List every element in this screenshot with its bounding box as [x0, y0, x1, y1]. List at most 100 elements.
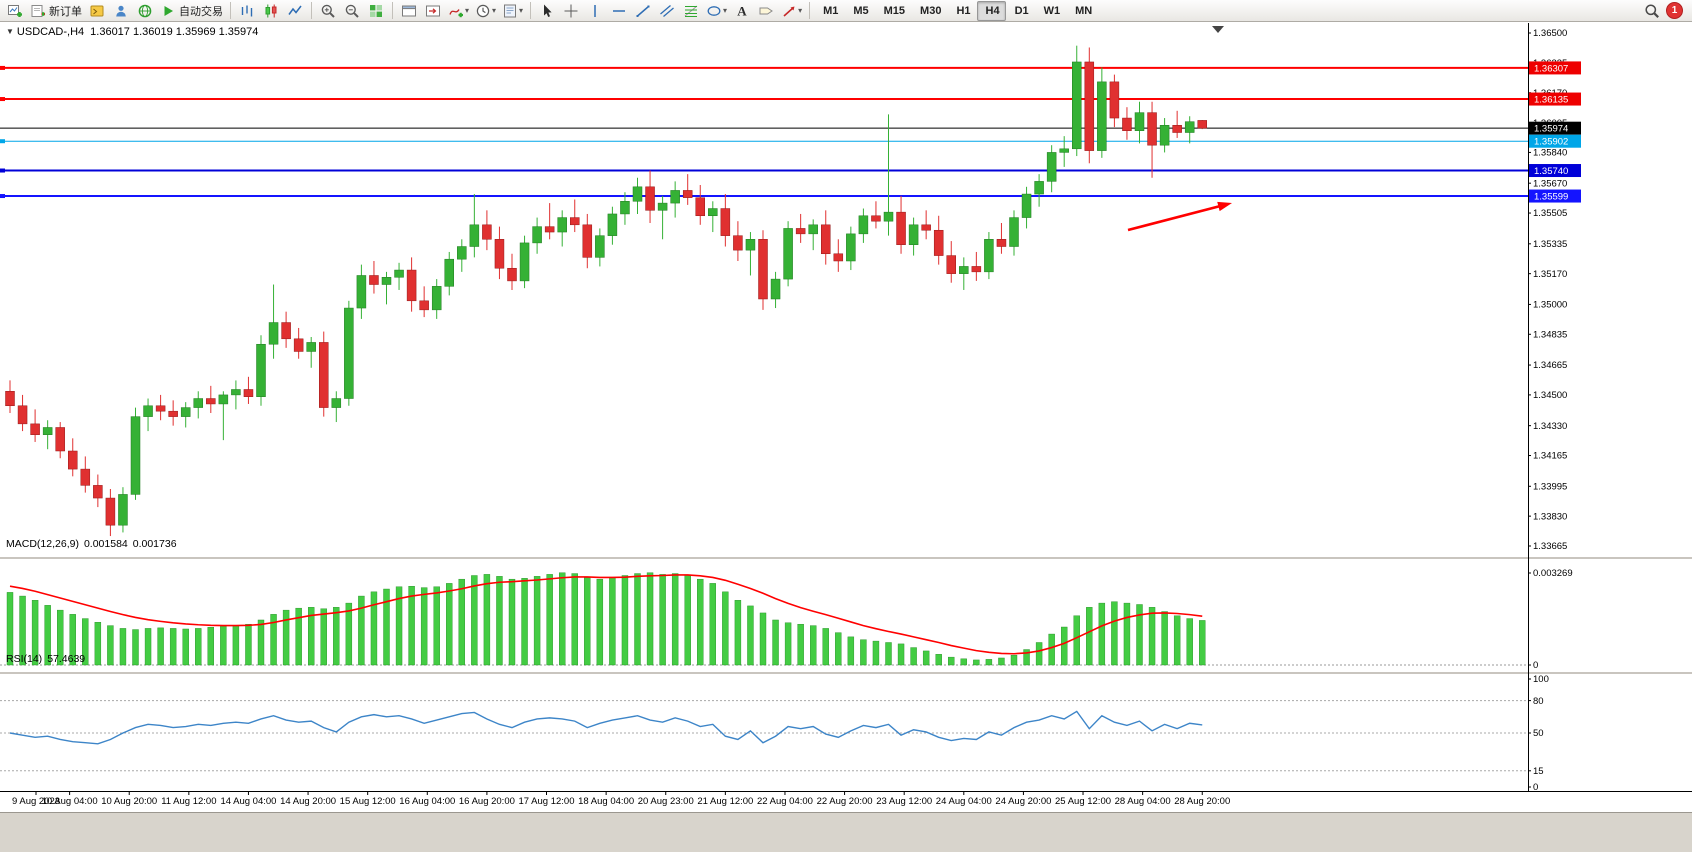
bar-chart-mode-button[interactable] — [235, 1, 259, 21]
caret-down-icon: ▾ — [798, 6, 803, 15]
svg-text:11 Aug 12:00: 11 Aug 12:00 — [161, 796, 216, 807]
new-order-button[interactable]: 新订单 — [27, 1, 85, 21]
vertical-line-tool-button[interactable] — [583, 1, 607, 21]
svg-text:18 Aug 04:00: 18 Aug 04:00 — [578, 796, 634, 807]
vline-icon — [587, 3, 603, 19]
svg-text:80: 80 — [1533, 696, 1544, 707]
tf-w1-label: W1 — [1043, 4, 1061, 17]
chart-shift-button[interactable] — [421, 1, 445, 21]
tf-m15-button[interactable]: M15 — [875, 1, 911, 21]
fibonacci-tool-button[interactable] — [679, 1, 703, 21]
crosshair-tool-button[interactable] — [559, 1, 583, 21]
line-chart-mode-button[interactable] — [283, 1, 307, 21]
editor-icon — [89, 3, 105, 19]
hline-1.35902[interactable] — [0, 139, 1528, 144]
tf-h1-button[interactable]: H1 — [947, 1, 976, 21]
trend-icon — [635, 3, 651, 19]
tf-h4-label: H4 — [985, 4, 1000, 17]
svg-text:9 Aug 2023: 9 Aug 2023 — [12, 796, 60, 807]
svg-text:1.34500: 1.34500 — [1533, 390, 1567, 401]
svg-text:1.34330: 1.34330 — [1533, 421, 1567, 432]
panel-separator[interactable] — [0, 557, 1692, 559]
price-badges: 1.36307 1.36135 1.35974 1.35902 1.35740 1.355… — [1529, 61, 1581, 203]
templates-button[interactable]: ▾ — [499, 1, 526, 21]
zoom-in-button[interactable] — [316, 1, 340, 21]
tf-d1-button[interactable]: D1 — [1006, 1, 1035, 21]
hline-1.35599[interactable] — [0, 194, 1528, 199]
svg-text:15: 15 — [1533, 766, 1544, 777]
svg-text:14 Aug 20:00: 14 Aug 20:00 — [280, 796, 336, 807]
svg-text:21 Aug 12:00: 21 Aug 12:00 — [697, 796, 753, 807]
chart-ohlc-values: 1.36017 1.36019 1.35969 1.35974 — [90, 26, 259, 38]
svg-text:1.34835: 1.34835 — [1533, 329, 1567, 340]
notification-badge[interactable]: 1 — [1666, 2, 1683, 19]
tile-windows-button[interactable] — [364, 1, 388, 21]
toolbar-separator — [809, 2, 811, 19]
strategy-navigator-button[interactable] — [133, 1, 157, 21]
shapes-tool-button[interactable]: ▾ — [703, 1, 730, 21]
chart-background — [0, 23, 1692, 812]
zoom-out-button[interactable] — [340, 1, 364, 21]
rsi-panel: 100 80 50 15 0 — [0, 674, 1549, 793]
trendline-tool-button[interactable] — [631, 1, 655, 21]
svg-text:1.36135: 1.36135 — [1534, 94, 1568, 105]
grid-icon — [368, 3, 384, 19]
cursor-tool-button[interactable] — [535, 1, 559, 21]
tf-h4-button[interactable]: H4 — [976, 0, 1006, 21]
svg-text:100: 100 — [1533, 674, 1549, 685]
hline-1.36135[interactable] — [0, 97, 1528, 102]
text-tool-button[interactable]: A — [730, 1, 754, 21]
hline-1.36307[interactable] — [0, 65, 1528, 70]
crosshair-icon — [563, 3, 579, 19]
panel-separator[interactable] — [0, 672, 1692, 674]
svg-text:0: 0 — [1533, 660, 1538, 671]
periods-list-button[interactable]: ▾ — [472, 1, 499, 21]
tf-m30-button[interactable]: M30 — [911, 1, 947, 21]
shapes-icon — [706, 3, 722, 19]
svg-text:24 Aug 04:00: 24 Aug 04:00 — [936, 796, 992, 807]
polyline-icon — [287, 3, 303, 19]
candlestick-chart-mode-button[interactable] — [259, 1, 283, 21]
new-chart-button[interactable] — [3, 1, 27, 21]
auto-scroll-button[interactable] — [397, 1, 421, 21]
toolbar-separator — [392, 2, 393, 19]
play-icon — [160, 3, 176, 19]
trend-arrow-annotation[interactable] — [1127, 201, 1232, 232]
bars-icon — [239, 3, 255, 19]
tf-w1-button[interactable]: W1 — [1035, 1, 1067, 21]
search-button[interactable] — [1640, 1, 1664, 21]
tf-m1-button[interactable]: M1 — [814, 1, 844, 21]
main-toolbar: 新订单 自动交易 ▾ ▾ ▾ ▾ A ▾ M1 M5 M15 M30 H1 H4 D1 W1 MN 1 — [0, 0, 1692, 22]
chart-plus-icon — [7, 3, 23, 19]
label-tool-button[interactable] — [754, 1, 778, 21]
indicators-list-button[interactable]: ▾ — [445, 1, 472, 21]
svg-text:50: 50 — [1533, 728, 1544, 739]
autotrading-button[interactable]: 自动交易 — [157, 1, 226, 21]
horizontal-line-tool-button[interactable] — [607, 1, 631, 21]
price-chart-canvas[interactable]: 1.365001.363351.361701.360051.358401.356… — [0, 23, 1692, 812]
svg-text:1.35599: 1.35599 — [1534, 191, 1568, 202]
search-icon — [1644, 3, 1660, 19]
chart-collapse-icon[interactable]: ▼ — [6, 27, 14, 36]
person-icon — [113, 3, 129, 19]
template-icon — [502, 3, 518, 19]
svg-text:28 Aug 20:00: 28 Aug 20:00 — [1174, 796, 1230, 807]
metaeditor-button[interactable] — [85, 1, 109, 21]
svg-text:1.35170: 1.35170 — [1533, 269, 1567, 280]
tf-mn-button[interactable]: MN — [1066, 1, 1098, 21]
tf-m5-button[interactable]: M5 — [844, 1, 874, 21]
channel-tool-button[interactable] — [655, 1, 679, 21]
hline-1.35740[interactable] — [0, 168, 1528, 173]
rsi-value: 57.4639 — [47, 653, 86, 665]
tf-m5-label: M5 — [853, 4, 869, 17]
fibo-icon — [683, 3, 699, 19]
caret-down-icon: ▾ — [519, 6, 524, 15]
svg-text:0.003269: 0.003269 — [1533, 568, 1573, 579]
arrow-icon — [781, 3, 797, 19]
caret-down-icon: ▾ — [723, 6, 728, 15]
chart-shift-marker-icon[interactable] — [1212, 26, 1224, 33]
market-watch-button[interactable] — [109, 1, 133, 21]
svg-text:1.34665: 1.34665 — [1533, 360, 1567, 371]
zoom-in-icon — [320, 3, 336, 19]
arrows-tool-button[interactable]: ▾ — [778, 1, 805, 21]
